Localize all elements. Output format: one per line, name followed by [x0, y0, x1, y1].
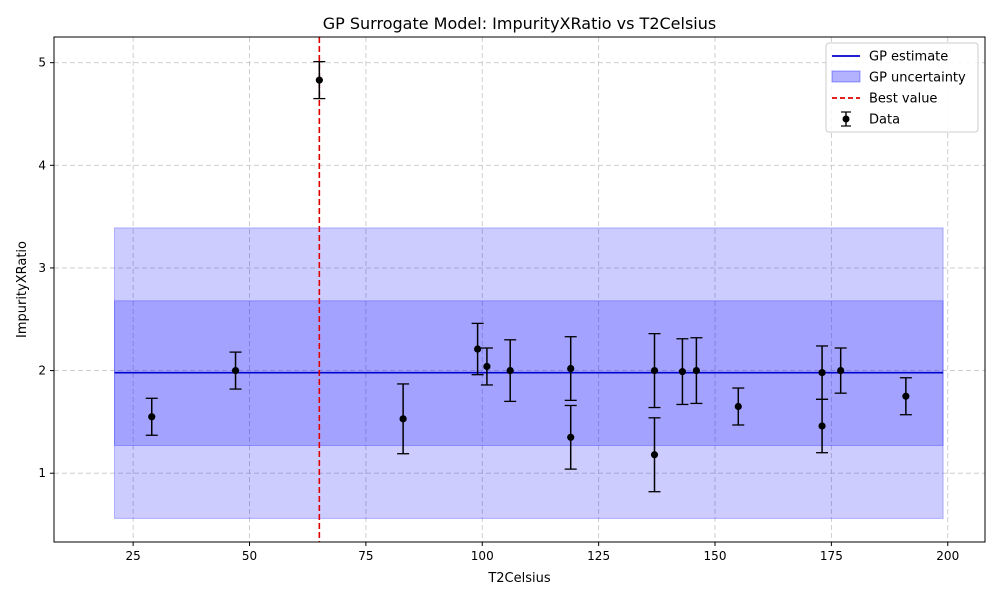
- data-point: [899, 377, 912, 416]
- data-marker: [483, 362, 491, 371]
- y-tick-label: 1: [38, 466, 46, 480]
- data-point: [397, 383, 410, 455]
- data-marker: [315, 76, 323, 84]
- grid-lines: [54, 37, 985, 542]
- legend-label: Data: [869, 113, 900, 128]
- data-marker: [148, 413, 156, 421]
- data-marker: [902, 392, 910, 400]
- data-point: [504, 339, 517, 403]
- data-marker: [650, 451, 659, 459]
- data-marker: [678, 368, 687, 376]
- legend-item: GP estimate: [832, 50, 948, 65]
- data-marker: [474, 345, 482, 353]
- data-point: [229, 351, 242, 390]
- data-point: [690, 337, 703, 405]
- y-axis-label: ImpurityXRatio: [15, 241, 30, 338]
- x-tick-label: 125: [587, 549, 610, 563]
- x-tick-label: 25: [125, 549, 140, 563]
- data-points: [145, 60, 912, 493]
- y-tick-label: 2: [38, 364, 46, 378]
- chart-title: GP Surrogate Model: ImpurityXRatio vs T2…: [323, 14, 716, 33]
- legend-label: GP uncertainty: [869, 71, 966, 86]
- data-marker: [506, 366, 514, 375]
- data-point: [564, 336, 577, 402]
- data-point: [313, 60, 326, 100]
- data-point: [145, 397, 158, 436]
- data-marker: [692, 366, 700, 375]
- legend-item: GP uncertainty: [831, 70, 966, 86]
- data-marker: [734, 402, 742, 411]
- y-tick-label: 5: [38, 56, 46, 70]
- legend-item: Best value: [832, 92, 937, 107]
- data-marker: [818, 422, 826, 430]
- legend-box: [825, 42, 979, 133]
- plot-frame: [53, 36, 986, 543]
- x-tick-label: 50: [242, 549, 257, 563]
- data-marker: [567, 364, 575, 373]
- legend: GP estimate GP uncertainty Best value Data: [825, 42, 979, 133]
- data-marker: [650, 366, 659, 375]
- legend-label: GP estimate: [869, 50, 948, 65]
- y-axis-ticks: 1 2 3 4 5: [38, 56, 54, 480]
- x-tick-label: 175: [820, 549, 843, 563]
- data-point: [732, 387, 745, 426]
- x-tick-label: 100: [471, 549, 494, 563]
- x-axis-ticks: 25 50 75 100 125 150 175 200: [125, 542, 959, 563]
- x-axis-label: T2Celsius: [487, 571, 551, 586]
- legend-marker-handle: [842, 115, 850, 123]
- data-point: [816, 398, 829, 454]
- data-marker: [818, 369, 826, 377]
- y-tick-label: 3: [38, 261, 46, 275]
- data-point: [676, 338, 689, 406]
- data-point: [471, 322, 484, 376]
- data-marker: [399, 415, 407, 423]
- y-tick-label: 4: [38, 158, 46, 172]
- data-point: [480, 347, 493, 386]
- data-point: [648, 332, 661, 409]
- data-point: [564, 404, 577, 470]
- data-point: [834, 347, 847, 394]
- x-tick-label: 200: [936, 549, 959, 563]
- data-marker: [567, 433, 575, 441]
- legend-patch-handle: [831, 70, 861, 83]
- data-point: [648, 417, 661, 493]
- legend-item: Data: [841, 111, 900, 128]
- x-tick-label: 150: [704, 549, 727, 563]
- legend-label: Best value: [869, 92, 937, 107]
- x-tick-label: 75: [358, 549, 373, 563]
- data-marker: [231, 366, 240, 375]
- data-marker: [837, 366, 845, 375]
